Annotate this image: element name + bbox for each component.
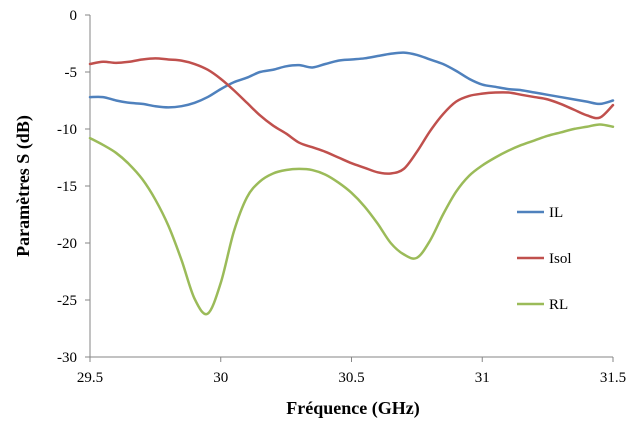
series-line-isol [88,57,615,175]
y-tick-label: -20 [57,236,77,252]
y-tick-label: -25 [57,293,77,309]
series-line-rl [88,123,615,316]
y-tick-label: -5 [65,65,78,81]
legend-label-isol: Isol [549,251,572,267]
y-tick-label: -10 [57,122,77,138]
y-tick-label: -15 [57,179,77,195]
x-tick-label: 29.5 [77,370,103,386]
legend-label-rl: RL [549,297,568,313]
y-axis-title: Paramètres S (dB) [13,115,34,257]
legend: IL Isol RL [517,205,572,313]
x-tick-label: 30 [213,370,228,386]
series-line-il [88,51,615,109]
x-tick-label: 31.5 [600,370,626,386]
x-tick-label: 31 [475,370,490,386]
y-tick-label: 0 [70,8,78,24]
x-axis-title: Fréquence (GHz) [286,398,419,419]
x-tick-label: 30.5 [338,370,364,386]
series-layer [88,51,615,316]
y-tick-label: -30 [57,350,77,366]
legend-label-il: IL [549,205,563,221]
